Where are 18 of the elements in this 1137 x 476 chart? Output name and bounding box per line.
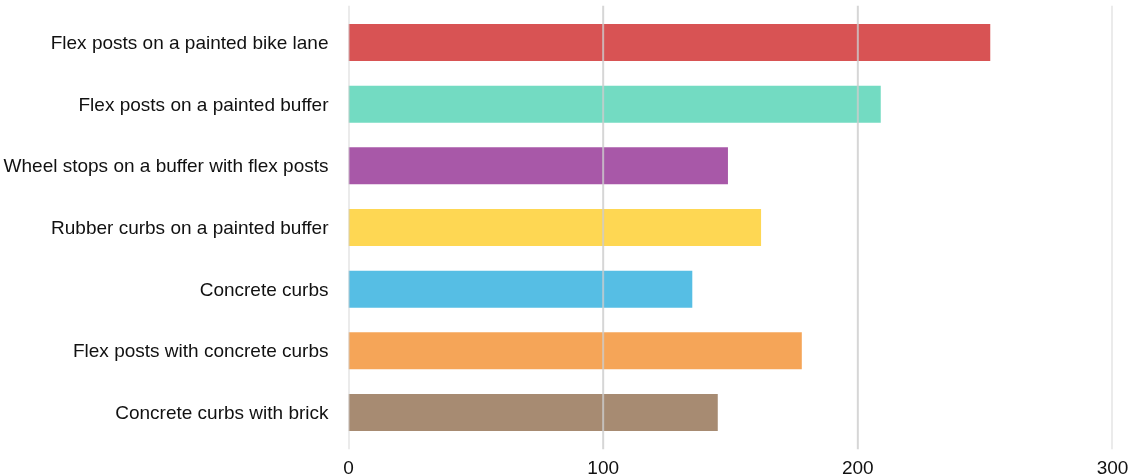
y-tick-label: Concrete curbs: [199, 278, 329, 300]
bar: [348, 209, 762, 246]
x-tick-label: 200: [841, 456, 874, 476]
bar: [348, 24, 991, 61]
bar: [348, 147, 728, 185]
y-tick-label: Flex posts with concrete curbs: [72, 340, 329, 362]
y-tick-label: Flex posts on a painted bike lane: [50, 32, 329, 53]
y-tick-label: Rubber curbs on a painted buffer: [51, 217, 330, 238]
x-tick-label: 300: [1096, 456, 1129, 476]
y-tick-label: Wheel stops on a buffer with flex posts: [3, 155, 329, 177]
bar: [348, 270, 693, 308]
x-tick-label: 100: [587, 456, 620, 476]
y-tick-label: Concrete curbs with brick: [115, 402, 329, 423]
x-tick-label: 0: [343, 456, 354, 476]
bar: [348, 394, 718, 431]
bar: [348, 332, 802, 370]
y-tick-label: Flex posts on a painted buffer: [78, 93, 330, 115]
bar: [348, 85, 881, 123]
